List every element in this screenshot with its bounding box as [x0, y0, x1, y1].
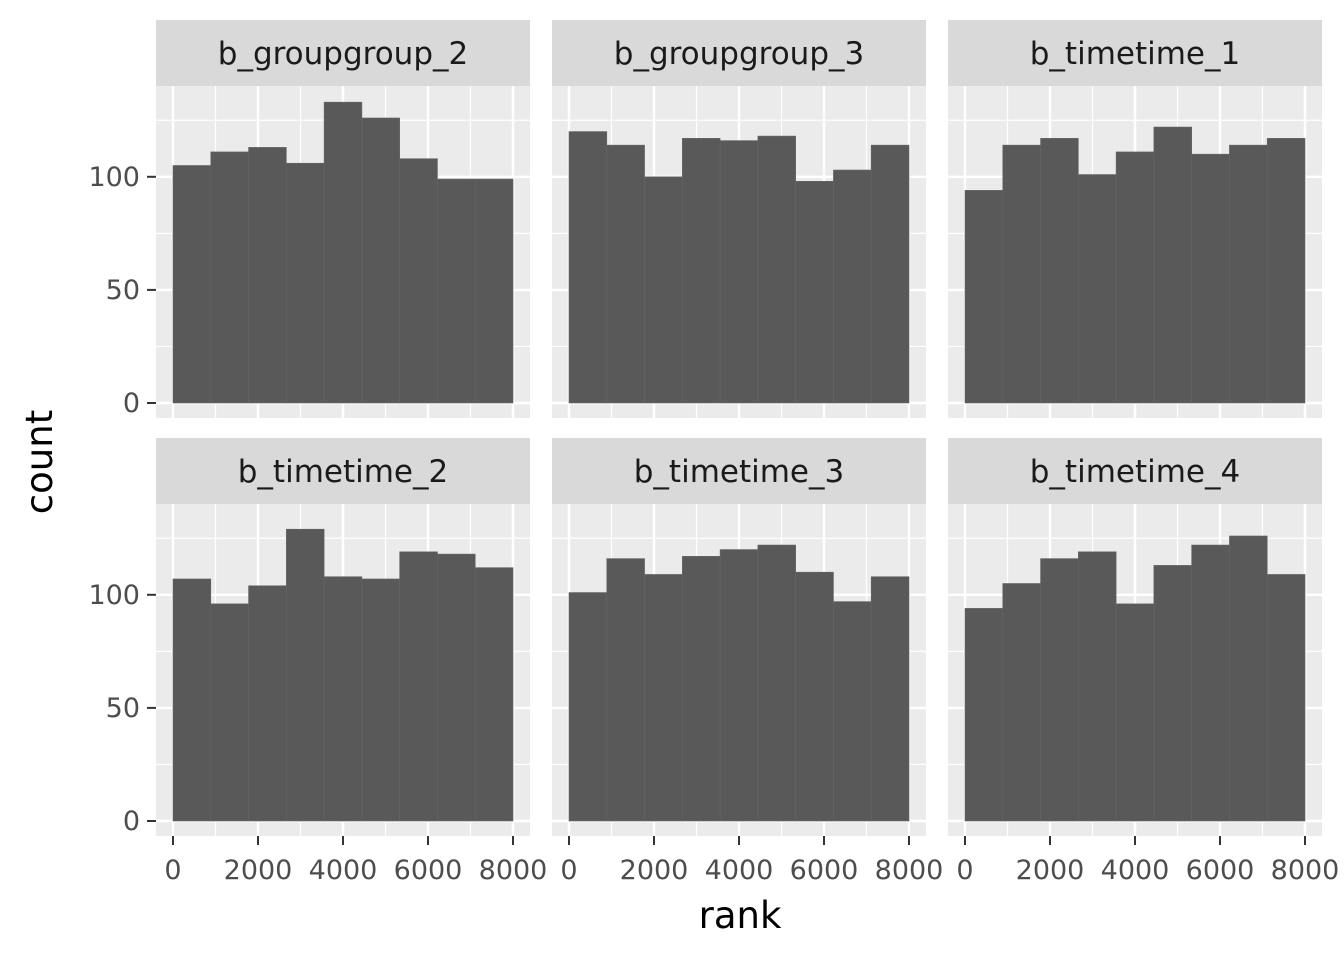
x-tick-label: 0 [164, 855, 181, 886]
histogram-bar [606, 558, 645, 822]
x-tick-label: 2000 [620, 855, 689, 886]
histogram-bar [210, 151, 249, 404]
facet-strip [156, 20, 530, 86]
histogram-bar [1191, 153, 1230, 404]
facet-panel-b_groupgroup_2: b_groupgroup_2 0 50 100 [88, 20, 530, 419]
histogram-bar [1153, 126, 1192, 404]
facet-panel-b_timetime_2: b_timetime_2 0 50 100 0 2000 4000 6000 8000 [88, 438, 547, 886]
histogram-bar [1078, 174, 1117, 404]
histogram-bar [1266, 138, 1306, 404]
histogram-bar [870, 576, 910, 822]
histogram-bar [286, 162, 325, 404]
x-axis-title: rank [699, 894, 782, 937]
x-tick-label: 0 [956, 855, 973, 886]
histogram-bar [399, 158, 438, 404]
histogram-bar [795, 571, 834, 822]
histogram-bar [361, 578, 400, 822]
histogram-bar [964, 608, 1004, 822]
facet-strip-label: b_groupgroup_3 [614, 36, 864, 72]
x-tick-label: 6000 [790, 855, 859, 886]
histogram-bar [568, 592, 608, 822]
histogram-bar [682, 138, 721, 404]
facet-strip [552, 20, 926, 86]
histogram-bar [437, 178, 476, 404]
histogram-bar [757, 544, 796, 822]
histogram-bar [719, 140, 759, 404]
histogram-bar [1229, 144, 1268, 404]
x-tick-label: 8000 [1271, 855, 1340, 886]
facet-strip-label: b_timetime_2 [238, 454, 448, 490]
facet-strip-label: b_timetime_1 [1030, 36, 1240, 72]
histogram-bar [870, 144, 910, 404]
histogram-bar [568, 131, 608, 404]
histogram-bar [1078, 551, 1117, 822]
x-tick-label: 2000 [224, 855, 293, 886]
histogram-bar [682, 556, 721, 822]
y-axis-title: count [18, 410, 61, 514]
histogram-bar [361, 117, 400, 404]
histogram-bar [833, 169, 872, 404]
histogram-bar [1002, 583, 1041, 822]
histogram-bar [474, 178, 514, 404]
y-tick-label: 50 [106, 275, 140, 306]
x-tick-label: 4000 [309, 855, 378, 886]
x-tick-label: 8000 [479, 855, 548, 886]
histogram-bar [1040, 138, 1079, 404]
histogram-bar [1040, 558, 1079, 822]
x-tick-label: 8000 [875, 855, 944, 886]
facet-panel-b_timetime_4: b_timetime_4 0 2000 4000 6000 8000 [948, 438, 1339, 886]
histogram-bar [1115, 151, 1155, 404]
x-tick-label: 0 [560, 855, 577, 886]
histogram-bar [1229, 535, 1268, 822]
histogram-bar [1191, 544, 1230, 822]
histogram-bar [606, 144, 645, 404]
histogram-bar [1153, 565, 1192, 822]
x-tick-label: 2000 [1016, 855, 1085, 886]
histogram-bar [210, 603, 249, 822]
histogram-bar [248, 585, 287, 822]
facet-strip [156, 438, 530, 504]
histogram-bar [644, 176, 683, 404]
histogram-bar [172, 165, 212, 404]
histogram-bar [323, 576, 363, 822]
x-tick-label: 4000 [705, 855, 774, 886]
y-tick-label: 0 [123, 806, 140, 837]
facet-panel-b_timetime_1: b_timetime_1 [948, 20, 1322, 418]
y-tick-label: 0 [123, 388, 140, 419]
histogram-bar [644, 574, 683, 822]
facet-strip [948, 20, 1322, 86]
histogram-bar [1266, 574, 1306, 822]
histogram-bar [323, 101, 363, 404]
facet-panel-b_timetime_3: b_timetime_3 0 2000 4000 6000 8000 [552, 438, 943, 886]
x-tick-label: 6000 [1186, 855, 1255, 886]
histogram-bar [719, 549, 759, 822]
histogram-bar [964, 190, 1004, 404]
x-tick-label: 4000 [1101, 855, 1170, 886]
histogram-bar [1115, 603, 1155, 822]
y-tick-label: 100 [88, 580, 140, 611]
facet-strip-label: b_groupgroup_2 [218, 36, 468, 72]
facet-strip-label: b_timetime_4 [1030, 454, 1240, 490]
histogram-bar [474, 567, 514, 822]
histogram-bar [795, 181, 834, 404]
histogram-bar [248, 147, 287, 404]
histogram-bar [757, 135, 796, 404]
histogram-bar [1002, 144, 1041, 404]
histogram-bar [399, 551, 438, 822]
histogram-bar [286, 528, 325, 822]
facet-strip [948, 438, 1322, 504]
facet-panel-b_groupgroup_3: b_groupgroup_3 [552, 20, 926, 418]
y-tick-label: 50 [106, 693, 140, 724]
y-tick-label: 100 [88, 162, 140, 193]
x-tick-label: 6000 [394, 855, 463, 886]
histogram-bar [833, 601, 872, 822]
facet-strip-label: b_timetime_3 [634, 454, 844, 490]
histogram-bar [437, 553, 476, 822]
histogram-bar [172, 578, 212, 822]
facet-strip [552, 438, 926, 504]
